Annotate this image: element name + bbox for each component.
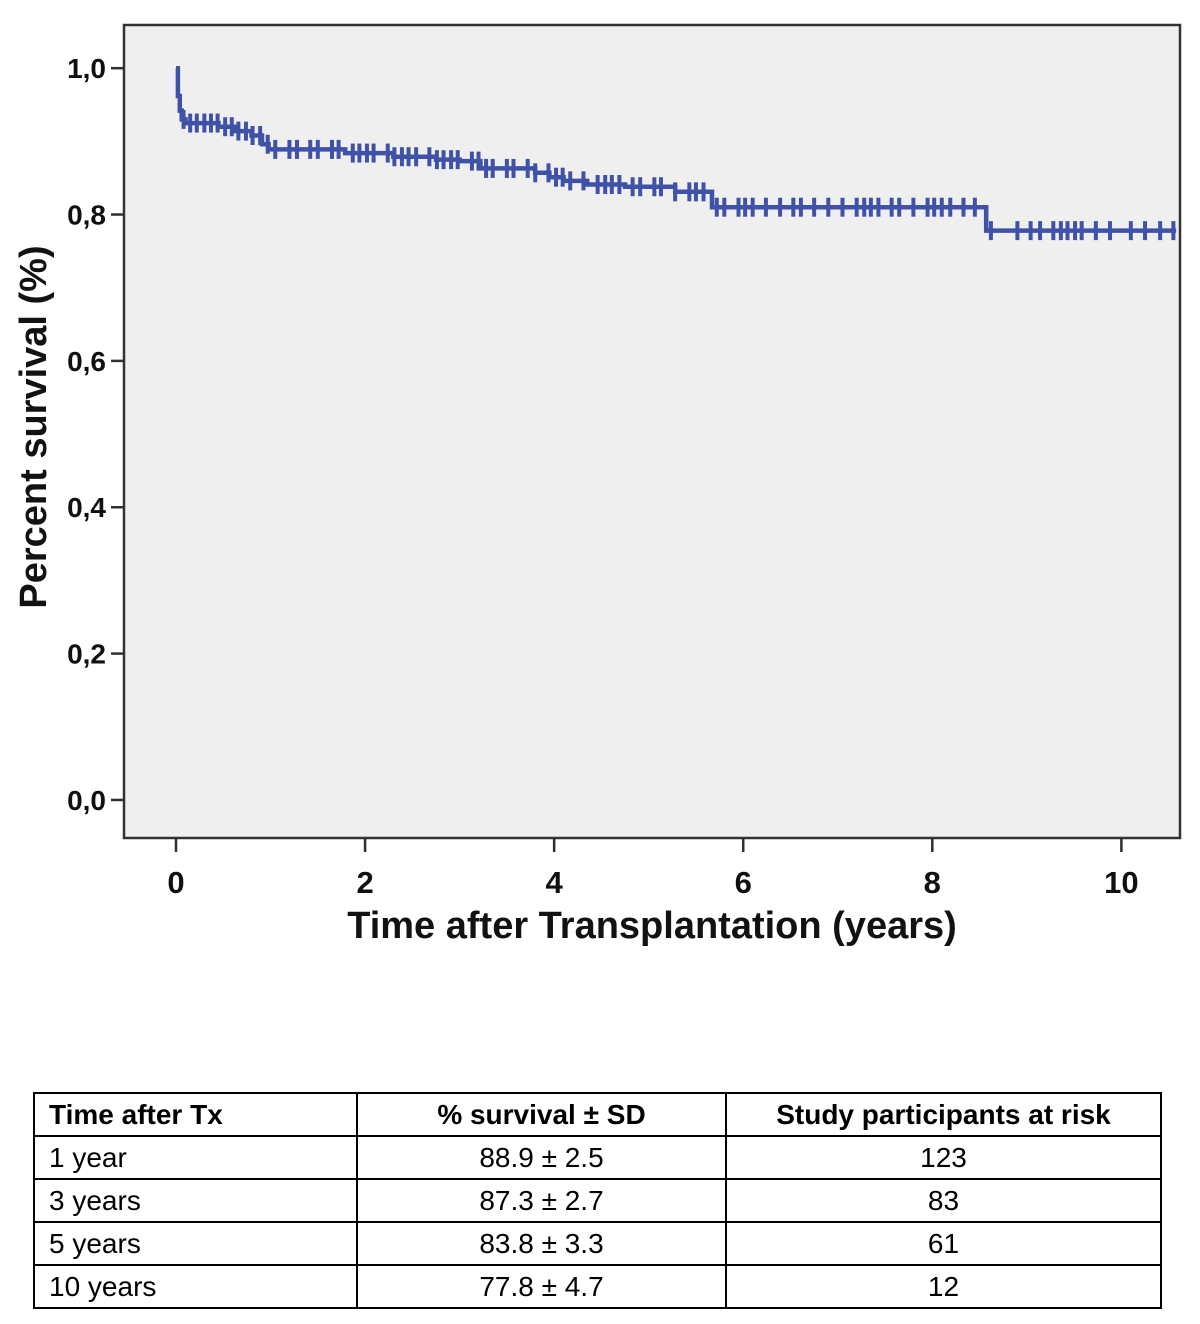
y-tick-label: 1,0: [67, 53, 106, 84]
plot-area: [122, 23, 1182, 840]
table-cell: 87.3 ± 2.7: [356, 1178, 727, 1223]
km-survival-chart: 0,0 0,2 0,4 0,6 0,8 1,0 0 2 4 6 8 10: [67, 23, 1182, 900]
table-cell: 83.8 ± 3.3: [356, 1221, 727, 1266]
y-tick-label: 0,4: [67, 492, 106, 523]
table-row: 5 years 83.8 ± 3.3 61: [33, 1221, 1162, 1266]
y-tick-label: 0,6: [67, 346, 106, 377]
survival-summary-table: Time after Tx% survival ± SD Study partic…: [33, 1092, 1162, 1309]
x-tick-label: 8: [924, 865, 941, 900]
table-cell: 77.8 ± 4.7: [356, 1264, 727, 1309]
table-cell: 5 years: [33, 1221, 358, 1266]
y-tick-label: 0,2: [67, 639, 106, 670]
x-tick-label: 0: [167, 865, 184, 900]
y-tick-label: 0,0: [67, 785, 106, 816]
y-axis-title: Percent survival (%): [13, 245, 55, 609]
x-tick-label: 6: [735, 865, 752, 900]
table-cell: 1 year: [33, 1135, 358, 1180]
table-header-row: Time after Tx% survival ± SD Study partic…: [33, 1092, 1162, 1137]
table-row: 1 year 88.9 ± 2.5 123: [33, 1135, 1162, 1180]
table-cell: 3 years: [33, 1178, 358, 1223]
survival-chart-figure: 0,0 0,2 0,4 0,6 0,8 1,0 0 2 4 6 8 10 Percent surviv…: [13, 23, 1182, 947]
x-tick-label: 4: [546, 865, 564, 900]
table-cell: 61: [725, 1221, 1162, 1266]
table-header-cell: Time after Tx: [33, 1092, 358, 1137]
x-axis-title: Time after Transplantation (years): [347, 905, 957, 947]
x-tick-label: 10: [1104, 865, 1138, 900]
table-cell: 83: [725, 1178, 1162, 1223]
table-cell: 123: [725, 1135, 1162, 1180]
table-header-cell: % survival ± SD: [356, 1092, 727, 1137]
table-cell: 10 years: [33, 1264, 358, 1309]
table-cell: 88.9 ± 2.5: [356, 1135, 727, 1180]
table-row: 3 years 87.3 ± 2.7 83: [33, 1178, 1162, 1223]
x-tick-label: 2: [356, 865, 373, 900]
table-cell: 12: [725, 1264, 1162, 1309]
y-tick-label: 0,8: [67, 200, 106, 231]
table-row: 10 years 77.8 ± 4.7 12: [33, 1264, 1162, 1309]
table-header-cell: Study participants at risk: [725, 1092, 1162, 1137]
